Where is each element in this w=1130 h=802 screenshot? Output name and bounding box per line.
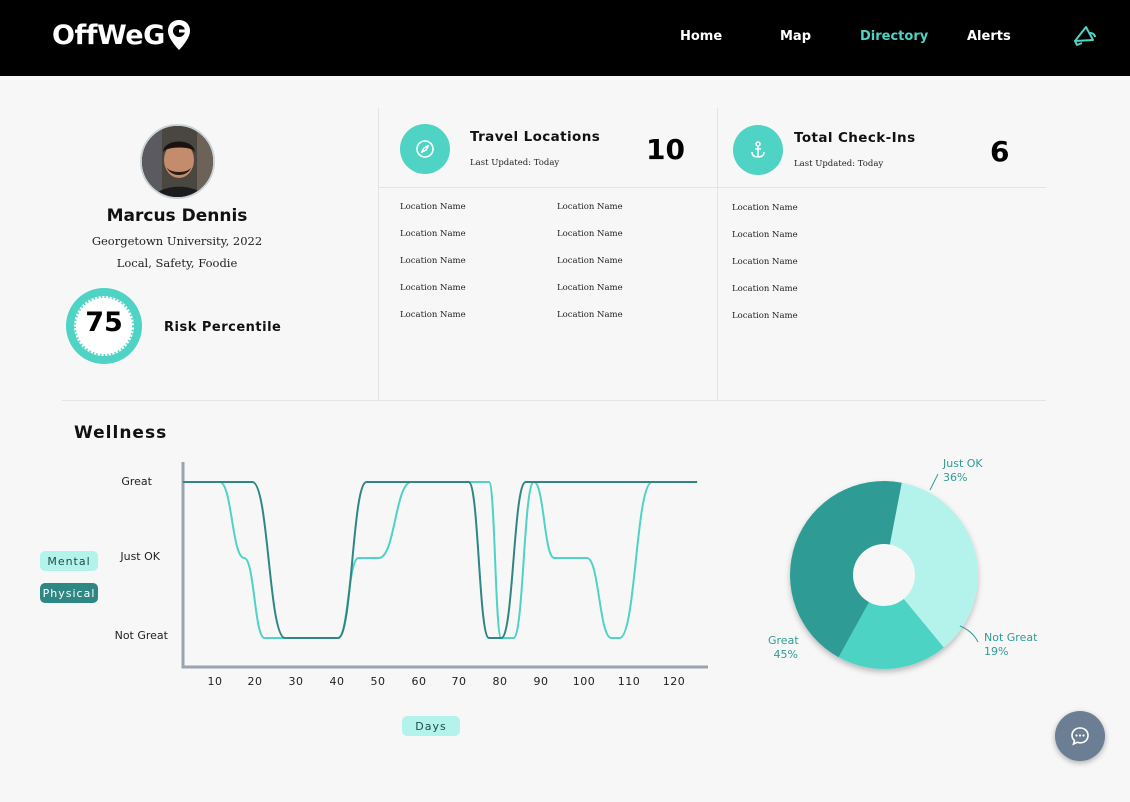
travel-location-item[interactable]: Location Name <box>557 202 623 212</box>
legend-physical[interactable]: Physical <box>40 583 98 603</box>
map-pin-icon <box>167 20 190 50</box>
profile-photo <box>142 126 213 197</box>
x-tick-label: 10 <box>207 675 223 688</box>
chat-bubble-icon <box>1071 727 1089 746</box>
x-tick-label: 110 <box>617 675 641 688</box>
pie-label-value: 36% <box>943 471 968 484</box>
checkins-title: Total Check-Ins <box>794 130 916 146</box>
pie-leader-lines <box>929 473 979 643</box>
x-tick-label: 90 <box>533 675 549 688</box>
wellness-title: Wellness <box>74 423 168 443</box>
x-tick-label: 60 <box>411 675 427 688</box>
x-tick-label: 80 <box>492 675 508 688</box>
x-tick-label: 100 <box>572 675 596 688</box>
checkin-location-item[interactable]: Location Name <box>732 257 798 267</box>
series-line-physical <box>182 481 698 639</box>
chart-axes <box>181 462 708 669</box>
travel-count: 10 <box>646 133 685 166</box>
anchor-icon <box>733 125 783 175</box>
x-tick-label: 20 <box>247 675 263 688</box>
x-tick-label: 30 <box>288 675 304 688</box>
risk-percentile-label: Risk Percentile <box>164 320 282 335</box>
checkin-location-item[interactable]: Location Name <box>732 284 798 294</box>
megaphone-icon[interactable] <box>1070 22 1098 50</box>
x-tick-label: 70 <box>451 675 467 688</box>
checkin-location-item[interactable]: Location Name <box>732 203 798 213</box>
x-axis-label-days[interactable]: Days <box>402 716 460 736</box>
checkins-count: 6 <box>990 135 1010 168</box>
y-tick-label: Not Great <box>114 629 168 642</box>
travel-location-item[interactable]: Location Name <box>400 310 466 320</box>
pie-label-just-ok: Just OK 36% <box>943 457 983 485</box>
travel-location-item[interactable]: Location Name <box>557 229 623 239</box>
donut-hole <box>853 544 915 606</box>
divider <box>378 108 379 400</box>
travel-location-item[interactable]: Location Name <box>557 283 623 293</box>
travel-location-item[interactable]: Location Name <box>400 256 466 266</box>
profile-name: Marcus Dennis <box>106 206 248 226</box>
pie-label-value: 45% <box>773 648 798 661</box>
checkins-updated: Last Updated: Today <box>794 159 884 169</box>
pie-label-text: Just OK <box>943 457 983 470</box>
y-tick-label: Great <box>121 475 152 488</box>
nav-alerts[interactable]: Alerts <box>967 29 1011 44</box>
travel-updated: Last Updated: Today <box>470 158 560 168</box>
travel-locations-title: Travel Locations <box>470 129 601 145</box>
travel-location-item[interactable]: Location Name <box>400 202 466 212</box>
travel-location-item[interactable]: Location Name <box>557 310 623 320</box>
x-tick-label: 40 <box>329 675 345 688</box>
nav-home[interactable]: Home <box>680 29 723 44</box>
pie-label-text: Not Great <box>984 631 1038 644</box>
nav-directory[interactable]: Directory <box>860 29 929 44</box>
y-tick-label: Just OK <box>120 550 160 563</box>
checkin-location-item[interactable]: Location Name <box>732 311 798 321</box>
pie-label-text: Great <box>768 634 799 647</box>
profile-school: Georgetown University, 2022 <box>91 234 263 248</box>
x-tick-label: 120 <box>662 675 686 688</box>
travel-location-item[interactable]: Location Name <box>557 256 623 266</box>
offwego-logo[interactable]: OffWeG <box>52 18 192 52</box>
series-line-mental <box>182 480 698 639</box>
pie-slice-great <box>790 481 902 658</box>
nav-map[interactable]: Map <box>780 29 812 44</box>
pie-label-value: 19% <box>984 645 1009 658</box>
travel-location-item[interactable]: Location Name <box>400 229 466 239</box>
avatar[interactable] <box>140 124 215 199</box>
travel-location-item[interactable]: Location Name <box>400 283 466 293</box>
divider <box>378 187 1046 188</box>
wellness-line-chart <box>181 462 708 669</box>
pie-slice-just-ok <box>884 482 978 648</box>
top-navigation-bar: OffWeG Home Map Directory Alerts <box>0 0 1130 76</box>
legend-mental[interactable]: Mental <box>40 551 98 571</box>
risk-percentile-ring <box>66 288 142 364</box>
pie-label-great: Great 45% <box>768 634 799 662</box>
wellness-donut-chart <box>790 481 978 669</box>
divider <box>62 400 1046 401</box>
profile-tags: Local, Safety, Foodie <box>116 256 238 270</box>
x-tick-label: 50 <box>370 675 386 688</box>
divider <box>717 108 718 400</box>
pie-label-not-great: Not Great 19% <box>984 631 1037 659</box>
compass-icon <box>400 124 450 174</box>
pie-slice-not-great <box>838 575 944 669</box>
checkin-location-item[interactable]: Location Name <box>732 230 798 240</box>
logo-text: OffWeG <box>52 19 165 51</box>
risk-percentile-value: 75 <box>85 307 123 338</box>
chat-button[interactable] <box>1055 711 1105 761</box>
